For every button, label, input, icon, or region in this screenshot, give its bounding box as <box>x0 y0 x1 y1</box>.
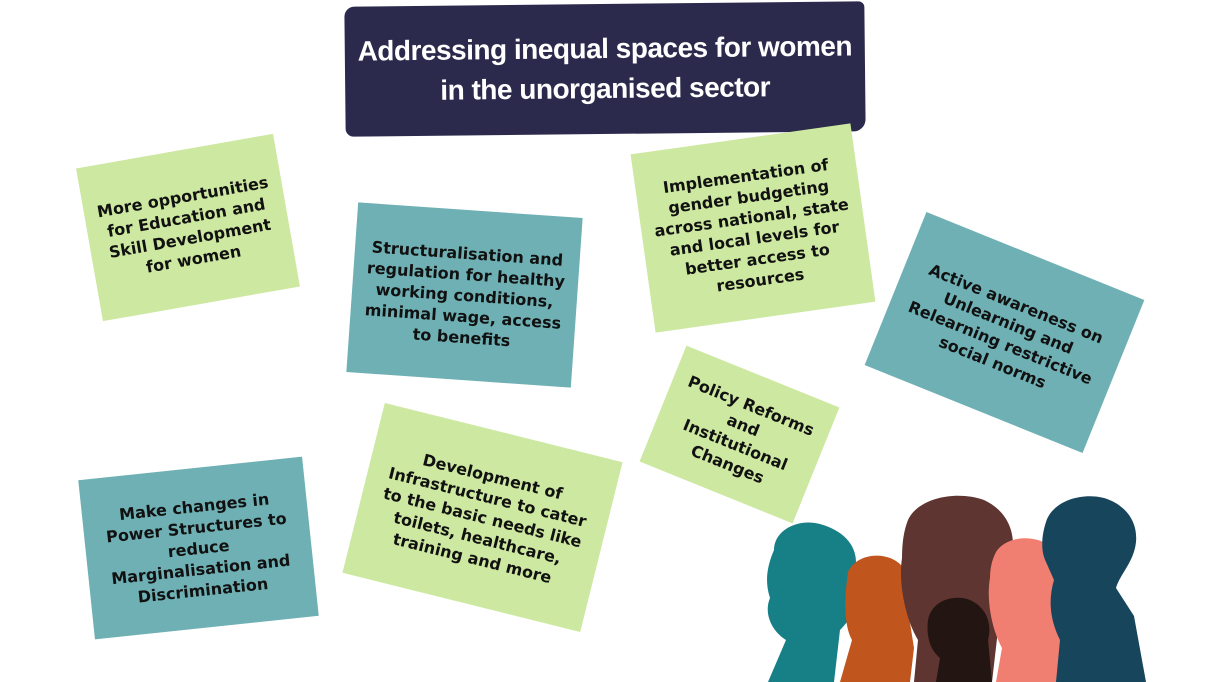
silhouette-teal-hijab <box>767 522 861 682</box>
silhouette-navy <box>1042 496 1146 682</box>
note-education: More opportunities for Education and Ski… <box>76 133 300 322</box>
title-line-1: Addressing inequal spaces for women <box>357 30 853 67</box>
note-infrastructure-text: Development of Infrastructure to cater t… <box>381 450 589 588</box>
note-structuralisation: Structuralisation and regulation for hea… <box>346 202 583 388</box>
title-line-2: in the unorganised sector <box>440 71 771 106</box>
note-education-text: More opportunities for Education and Ski… <box>95 172 273 277</box>
note-gender-budgeting-text: Implementation of gender budgeting acros… <box>653 154 850 296</box>
title-text: Addressing inequal spaces for women in t… <box>357 26 852 111</box>
silhouette-dark-face <box>927 597 992 682</box>
note-active-awareness-text: Active awareness on Unlearning and Relea… <box>905 259 1107 392</box>
women-silhouettes-illustration <box>767 495 1146 682</box>
note-gender-budgeting: Implementation of gender budgeting acros… <box>630 123 876 333</box>
note-structuralisation-text: Structuralisation and regulation for hea… <box>364 236 566 350</box>
note-infrastructure: Development of Infrastructure to cater t… <box>342 402 623 633</box>
note-power-structures-text: Make changes in Power Structures to redu… <box>105 488 292 607</box>
silhouette-orange <box>840 555 914 682</box>
note-power-structures: Make changes in Power Structures to redu… <box>78 456 319 640</box>
title-banner: Addressing inequal spaces for women in t… <box>344 1 866 137</box>
note-active-awareness: Active awareness on Unlearning and Relea… <box>864 211 1145 454</box>
